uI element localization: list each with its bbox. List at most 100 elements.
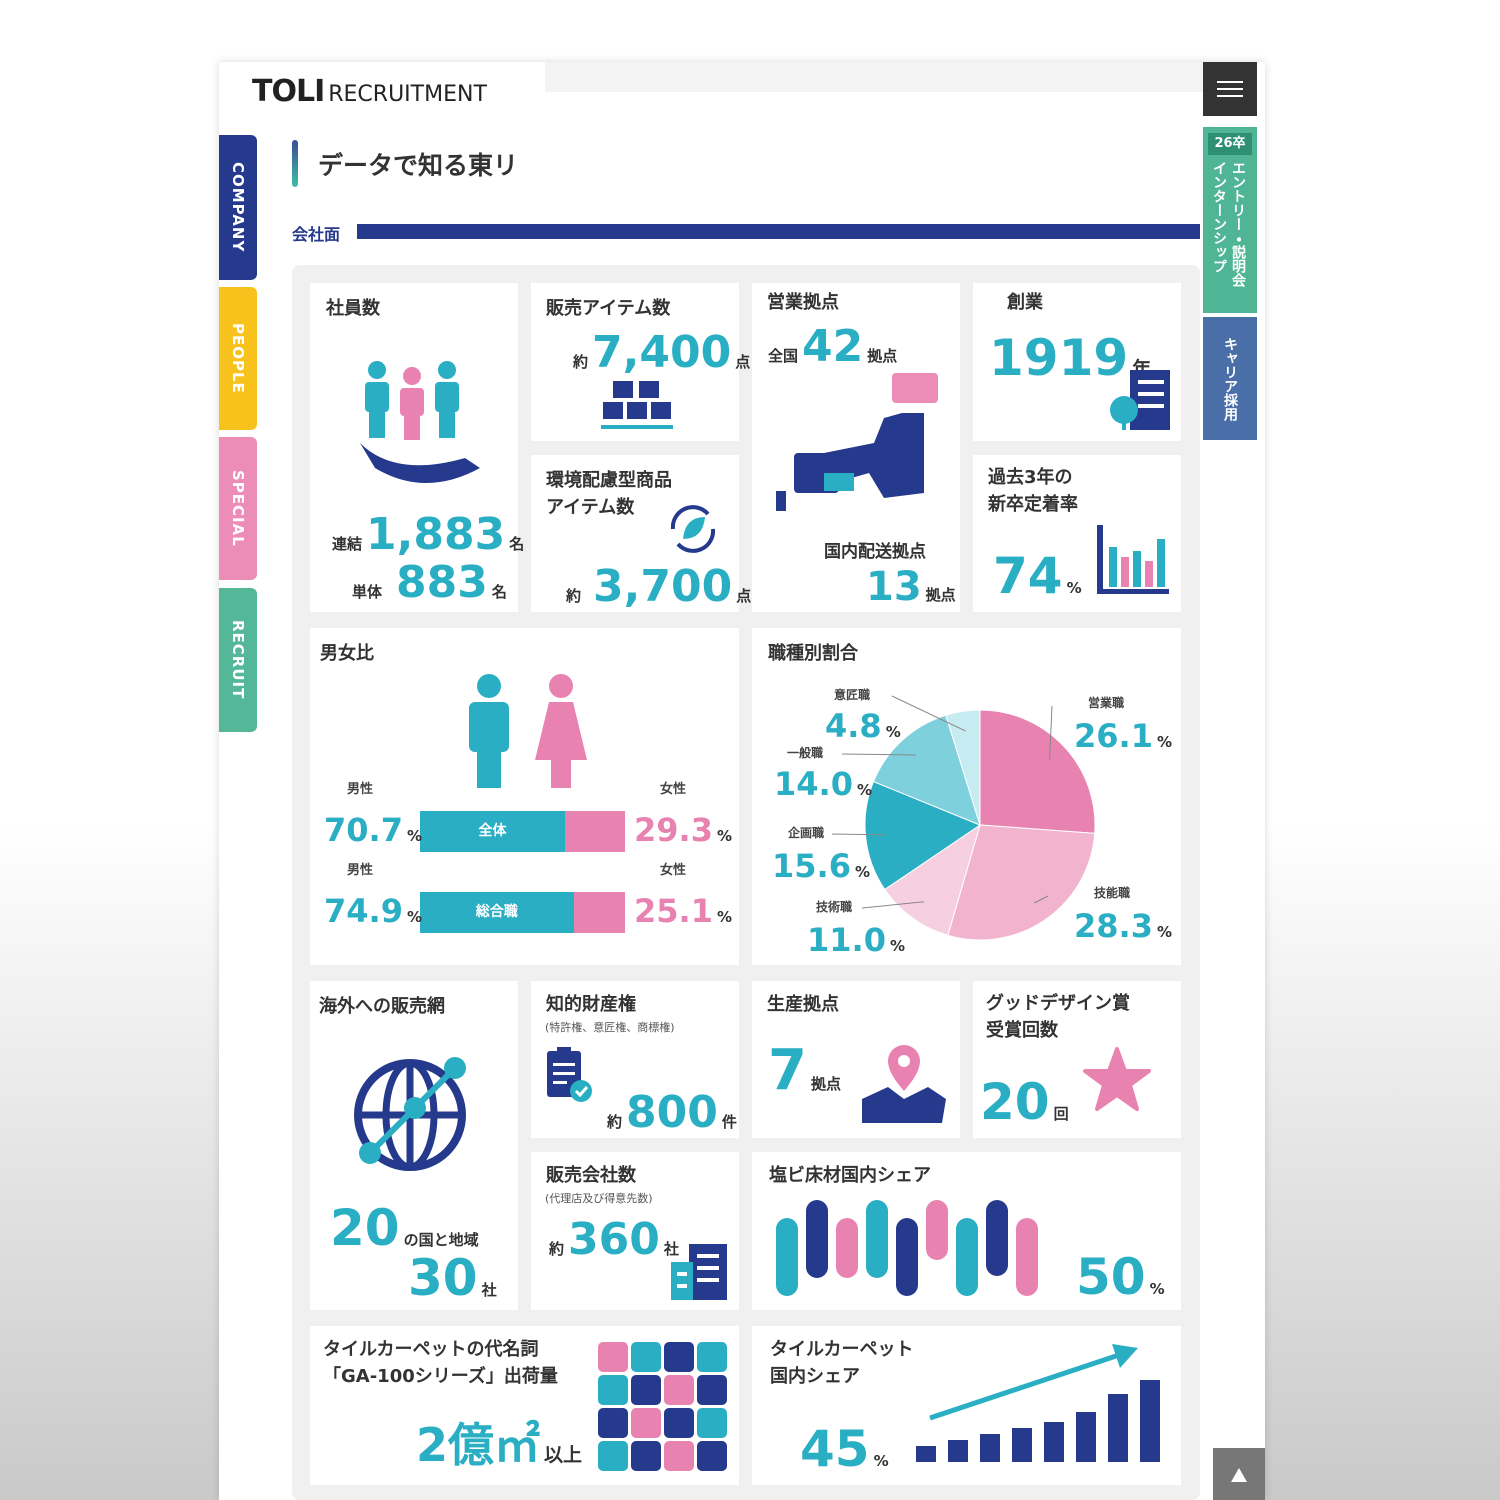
slice-name: 企画職 xyxy=(788,826,825,840)
nav-tab[interactable]: COMPANY xyxy=(219,135,257,280)
unit: 拠点 xyxy=(925,586,956,604)
title-bar xyxy=(292,140,298,187)
note: (特許権、意匠権、商標権) xyxy=(545,1021,675,1034)
title-line: グッドデザイン賞 xyxy=(986,993,1130,1014)
bar-female xyxy=(564,811,625,852)
prefix: 全国 xyxy=(768,347,799,365)
pie-slice xyxy=(947,824,1096,941)
slice-name: 意匠職 xyxy=(834,688,871,702)
card: 生産拠点 7 拠点 xyxy=(752,981,960,1138)
card: タイルカーペット 国内シェア 45% xyxy=(752,1326,1181,1485)
card: 職種別割合 営業職 26.1% 技能職 28.3% 技術職 11.0% 企画職 15.6% 一般… xyxy=(752,628,1181,965)
stat-value: 20 xyxy=(330,1199,400,1257)
slice-value-row: 14.0% xyxy=(774,768,872,800)
stat-value: 360 xyxy=(568,1214,660,1265)
label: 単体 xyxy=(352,583,383,601)
stat-value: 883 xyxy=(396,557,488,608)
building-icon xyxy=(671,1244,727,1300)
career-tab[interactable]: キャリア採用 xyxy=(1203,317,1257,440)
male-label: 男性 xyxy=(347,863,374,878)
title-line: 新卒定着率 xyxy=(988,494,1078,515)
female-value: 25.1 xyxy=(634,892,713,930)
map-icon xyxy=(862,1045,946,1123)
logo-sub: RECRUITMENT xyxy=(328,82,487,107)
gender-icon xyxy=(469,674,587,788)
slice-name: 営業職 xyxy=(1088,696,1125,710)
japan-icon xyxy=(776,373,938,511)
stat-value: 1,883 xyxy=(366,509,506,560)
section-label: 会社面 xyxy=(292,225,341,244)
scroll-top[interactable] xyxy=(1213,1448,1265,1500)
slice-value-row: 15.6% xyxy=(772,850,870,882)
label: 連結 xyxy=(332,535,363,553)
pie-slice xyxy=(872,714,981,826)
leader-line xyxy=(1034,895,1049,904)
stat-value: 74 xyxy=(993,547,1063,605)
unit: 名 xyxy=(509,535,525,553)
female-label: 女性 xyxy=(660,782,687,797)
leader-line xyxy=(891,695,966,732)
prefix: 約 xyxy=(607,1113,623,1131)
pie-slice xyxy=(945,709,981,826)
bar-female xyxy=(573,892,625,933)
female-label: 女性 xyxy=(660,863,687,878)
unit: % xyxy=(1156,923,1172,941)
globe-icon xyxy=(354,1057,466,1171)
nav-tab[interactable]: PEOPLE xyxy=(219,287,257,430)
unit: 回 xyxy=(1053,1105,1069,1123)
stat-value: 13 xyxy=(866,564,922,610)
unit: 拠点 xyxy=(867,347,898,365)
unit: % xyxy=(406,827,422,845)
card-title: 海外への販売網 xyxy=(319,996,445,1017)
stat-value: 3,700 xyxy=(593,561,733,612)
slice-value: 11.0 xyxy=(807,921,886,959)
stat-value: 800 xyxy=(626,1087,718,1138)
card-title: 職種別割合 xyxy=(768,643,858,664)
pillars-icon xyxy=(776,1200,1038,1296)
menu-icon xyxy=(1217,81,1243,97)
stat-value: 2億㎡ xyxy=(416,1418,541,1472)
stat-value: 50 xyxy=(1076,1248,1146,1306)
title-line: タイルカーペット xyxy=(770,1339,914,1360)
slice-value: 14.0 xyxy=(774,765,853,803)
menu-button[interactable] xyxy=(1203,62,1257,116)
card: 塩ビ床材国内シェア 50% xyxy=(752,1152,1181,1310)
card-title: 塩ビ床材国内シェア xyxy=(769,1165,931,1186)
nav-tab[interactable]: SPECIAL xyxy=(219,437,257,580)
stat-value: 7,400 xyxy=(592,327,732,378)
card-title: 男女比 xyxy=(320,643,374,664)
card-title: 創業 xyxy=(1007,292,1043,313)
card: 知的財産権 (特許権、意匠権、商標権) 約 800 件 xyxy=(531,981,739,1138)
card-title: タイルカーペット 国内シェア xyxy=(770,1336,913,1390)
title-line: 過去3年の xyxy=(988,467,1073,488)
entry-tab[interactable]: 26卒 エントリー・説明会 インターンシップ xyxy=(1203,127,1257,313)
male-label: 男性 xyxy=(347,782,374,797)
unit: 名 xyxy=(491,583,507,601)
leader-line xyxy=(861,901,925,909)
slice-value: 28.3 xyxy=(1074,907,1153,945)
slice-name: 技能職 xyxy=(1094,886,1131,900)
entry-line: エントリー・説明会 xyxy=(1230,161,1246,287)
nav-tab[interactable]: RECRUIT xyxy=(219,588,257,732)
slice-value-row: 4.8% xyxy=(825,710,901,742)
card: 販売会社数 (代理店及び得意先数) 約 360 社 xyxy=(531,1152,739,1310)
male-value-row: 74.9% xyxy=(324,895,422,927)
male-value-row: 70.7% xyxy=(324,814,422,846)
card: 海外への販売網 20 の国と地域 30 社 xyxy=(310,981,518,1310)
logo[interactable]: TOLI RECRUITMENT xyxy=(252,74,487,109)
title-line: 国内シェア xyxy=(770,1366,860,1387)
unit: % xyxy=(854,863,870,881)
leader-line xyxy=(1049,705,1053,761)
card: タイルカーペットの代名詞 「GA-100シリーズ」出荷量 2億㎡ 以上 xyxy=(310,1326,739,1485)
unit: % xyxy=(873,1452,889,1470)
card: 営業拠点 全国 42 拠点 国内配送拠点 13 拠点 xyxy=(752,283,960,612)
tiles-icon xyxy=(598,1342,727,1471)
unit: 以上 xyxy=(544,1444,583,1466)
sub-title: 国内配送拠点 xyxy=(824,542,926,562)
card-title: 過去3年の新卒定着率 xyxy=(988,464,1078,518)
card-title: 生産拠点 xyxy=(767,994,839,1015)
unit: 件 xyxy=(721,1113,737,1131)
unit: % xyxy=(1156,733,1172,751)
title-line: タイルカーペットの代名詞 xyxy=(323,1339,539,1360)
unit: 社 xyxy=(663,1240,679,1258)
